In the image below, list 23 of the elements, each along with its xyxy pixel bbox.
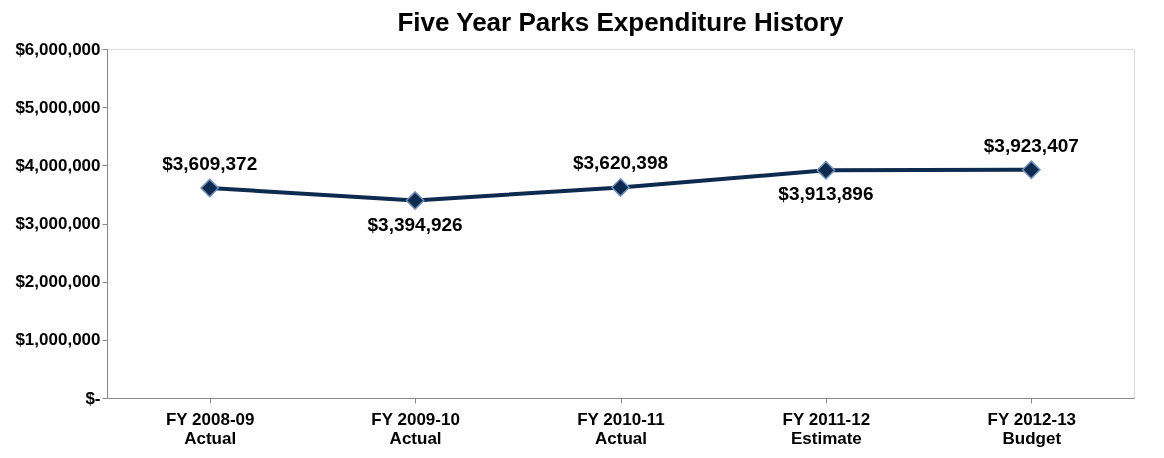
text: $3,394,926 <box>367 213 463 235</box>
y-tick-label: $2,000,000 <box>15 272 101 292</box>
chart-title: Five Year Parks Expenditure History <box>397 7 845 37</box>
point <box>405 191 425 210</box>
x-tick-label: FY 2009-10 Actual <box>371 409 460 448</box>
text: $3,913,896 <box>778 183 874 205</box>
text: $3,620,398 <box>572 152 669 174</box>
text: $3,923,407 <box>983 134 1079 156</box>
text: $3,609,372 <box>162 153 258 175</box>
y-tick-label: $6,000,000 <box>15 39 101 59</box>
y-tick-label: $5,000,000 <box>15 97 101 117</box>
point <box>200 178 220 198</box>
x-tick-label: FY 2010-11 Actual <box>577 409 665 448</box>
y-tick-label: $4,000,000 <box>15 155 101 175</box>
x-tick-label: FY 2011-12 Estimate <box>782 409 871 448</box>
point <box>816 160 836 180</box>
y-tick-label: $- <box>85 388 101 408</box>
y-tick-label: $1,000,000 <box>15 330 101 350</box>
point <box>611 178 630 197</box>
x-tick-label: FY 2012-13 Budget <box>987 409 1077 448</box>
x-tick-label: FY 2008-09 Actual <box>165 409 255 448</box>
point <box>1021 160 1041 180</box>
y-tick-label: $3,000,000 <box>15 214 101 233</box>
